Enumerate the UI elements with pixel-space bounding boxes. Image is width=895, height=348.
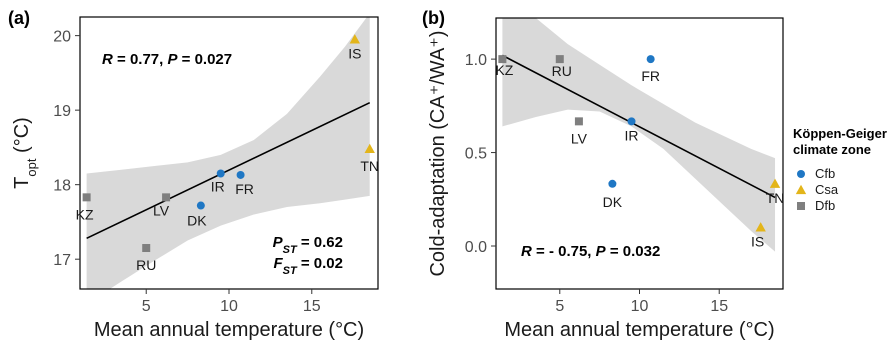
- y-tick-label: 19: [53, 103, 71, 120]
- x-tick-label: 15: [303, 298, 321, 315]
- data-point: [646, 55, 655, 64]
- y-axis-label: Topt (°C): [11, 117, 39, 189]
- point-label: TN: [766, 190, 785, 206]
- point-label: RU: [136, 257, 156, 273]
- data-point: [236, 170, 245, 179]
- x-axis-label: Mean annual temperature (°C): [504, 319, 774, 341]
- y-tick-label: 0.5: [465, 146, 487, 163]
- stat-annotation: FST = 0.02: [273, 255, 343, 277]
- point-label: IR: [211, 178, 225, 194]
- y-axis-label: Cold-adaptation (CA⁺/WA⁺): [427, 30, 449, 276]
- point-label: IS: [348, 45, 361, 61]
- point-label: KZ: [495, 62, 513, 78]
- x-axis-label: Mean annual temperature (°C): [94, 319, 364, 341]
- y-tick-label: 17: [53, 252, 71, 269]
- data-point: [162, 193, 171, 202]
- legend-marker: [797, 170, 805, 178]
- legend-entry-label: Cfb: [815, 166, 835, 181]
- legend-title: climate zone: [793, 142, 871, 157]
- legend-entry-label: Csa: [815, 182, 839, 197]
- legend-marker: [795, 184, 807, 195]
- legend-marker: [797, 202, 805, 210]
- confidence-ribbon: [502, 18, 776, 252]
- data-point: [769, 178, 781, 188]
- legend-title: Köppen-Geiger: [793, 126, 887, 141]
- panel-a: 5 10 15 17 18 19 20 Mean annual temperature (°C…: [8, 8, 379, 341]
- y-tick-label: 18: [53, 178, 71, 195]
- data-point: [216, 169, 225, 178]
- data-point: [498, 55, 507, 64]
- y-tick-label: 0.0: [465, 239, 487, 256]
- regression-line: [86, 101, 371, 240]
- data-point: [196, 201, 205, 210]
- x-tick-label: 5: [142, 298, 151, 315]
- data-point: [142, 244, 151, 253]
- point-label: IS: [751, 233, 764, 249]
- confidence-ribbon: [86, 17, 370, 289]
- legend-entry-label: Dfb: [815, 198, 835, 213]
- point-label: FR: [641, 68, 660, 84]
- data-point: [364, 143, 375, 154]
- x-tick-label: 5: [555, 298, 564, 315]
- point-label: DK: [187, 213, 207, 229]
- point-label: KZ: [76, 206, 94, 222]
- x-tick-label: 10: [220, 298, 238, 315]
- point-label: LV: [571, 130, 588, 146]
- data-point: [755, 222, 766, 232]
- regression-line: [502, 54, 776, 199]
- point-label: LV: [153, 202, 170, 218]
- panel-label: (b): [422, 8, 445, 28]
- y-tick-label: 20: [53, 29, 71, 46]
- x-tick-label: 10: [631, 298, 649, 315]
- panel-b: 5 10 15 0.0 0.5 1.0 Mean annual temperature (°…: [422, 8, 785, 341]
- panel-label: (a): [8, 8, 30, 28]
- data-point: [608, 179, 617, 188]
- data-point: [574, 117, 583, 126]
- data-point: [349, 34, 361, 44]
- point-label: IR: [625, 127, 639, 143]
- y-tick-label: 1.0: [465, 52, 487, 69]
- point-label: RU: [552, 63, 572, 79]
- x-tick-label: 15: [710, 298, 728, 315]
- data-point: [82, 193, 91, 202]
- stat-annotation: PST = 0.62: [273, 234, 343, 256]
- data-point: [555, 55, 564, 64]
- stat-annotation: R = 0.77, P = 0.027: [102, 51, 232, 68]
- point-label: DK: [603, 194, 623, 210]
- point-label: TN: [360, 158, 379, 174]
- data-point: [627, 117, 636, 126]
- stat-annotation: R = - 0.75, P = 0.032: [521, 243, 660, 260]
- point-label: FR: [235, 181, 254, 197]
